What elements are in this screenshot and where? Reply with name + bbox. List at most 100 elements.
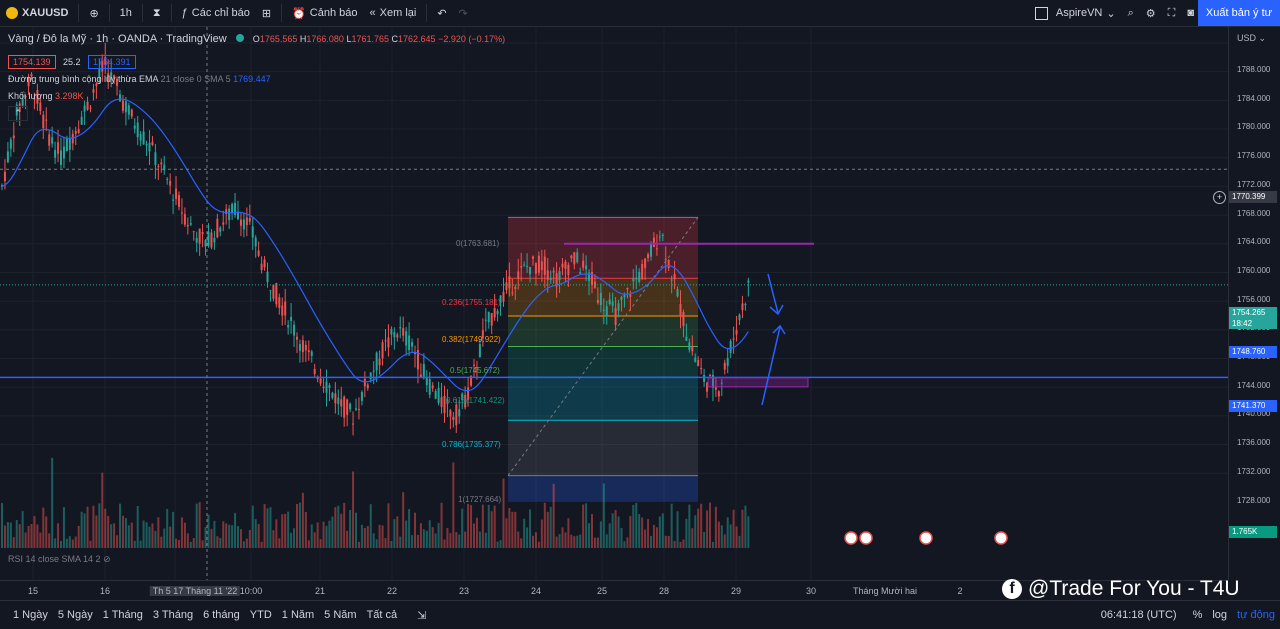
- price-tick: 1740.000: [1237, 409, 1271, 419]
- indicators-icon: ƒ: [181, 7, 188, 19]
- date-range-icon[interactable]: ⇲: [417, 609, 427, 622]
- candle-body: [437, 388, 440, 403]
- add-alert-icon[interactable]: +: [1213, 191, 1226, 204]
- volume-legend[interactable]: Khối lượng 3.298K: [8, 91, 84, 101]
- candle-body: [375, 352, 378, 371]
- price-tick: 1760.000: [1237, 265, 1271, 275]
- volume-bar: [207, 514, 210, 548]
- volume-bar: [124, 518, 127, 548]
- volume-bar: [741, 509, 744, 548]
- candle-body: [51, 137, 54, 144]
- candle-body: [372, 370, 375, 372]
- redo-icon[interactable]: ↷: [458, 7, 468, 20]
- time-axis[interactable]: 15 16 Th 5 17 Tháng 11 '22 10:00 21 22 23 24 25 2…: [0, 580, 1228, 601]
- candle-body: [234, 202, 237, 215]
- volume-bar: [36, 524, 39, 548]
- volume-bar: [552, 483, 555, 548]
- candle-style-icon[interactable]: ⧗: [152, 6, 161, 19]
- indicators-button[interactable]: ƒ Các chỉ báo: [176, 0, 256, 26]
- ema-price-tag: 1748.760: [1229, 346, 1277, 358]
- last-price-tag: 1754.265 18:42: [1229, 307, 1277, 329]
- candle-body: [263, 259, 266, 268]
- bid-box[interactable]: 1754.139: [8, 55, 56, 69]
- volume-bar: [484, 532, 487, 548]
- clock[interactable]: 06:41:18 (UTC): [1100, 609, 1177, 621]
- search-icon[interactable]: ⌕: [1127, 6, 1134, 19]
- range-button[interactable]: 1 Năm: [281, 609, 315, 621]
- currency-label[interactable]: USD ⌄: [1237, 33, 1267, 43]
- volume-bar: [248, 529, 251, 548]
- volume-bar: [77, 525, 80, 548]
- volume-bar: [334, 507, 337, 548]
- volume-bar: [242, 541, 245, 548]
- price-chart[interactable]: [0, 27, 1228, 580]
- range-button[interactable]: YTD: [249, 609, 272, 621]
- range-button[interactable]: 1 Ngày: [13, 609, 48, 621]
- candle-body: [166, 178, 169, 180]
- time-tick: Tháng Mười hai: [853, 586, 917, 596]
- undo-icon[interactable]: ↶: [437, 7, 447, 20]
- divider: [78, 4, 80, 22]
- symbol-label: XAUUSD: [22, 7, 69, 19]
- candle-body: [461, 393, 464, 400]
- range-button[interactable]: 3 Tháng: [152, 609, 194, 621]
- ask-box[interactable]: 1754.391: [87, 55, 136, 69]
- bottom-right: 06:41:18 (UTC) % log tự động: [1096, 609, 1280, 621]
- log-toggle[interactable]: log: [1212, 609, 1228, 621]
- alerts-button[interactable]: ⏰ Cảnh báo: [286, 0, 363, 26]
- account-button[interactable]: AspireVN ⌄: [1029, 0, 1122, 26]
- layouts-icon[interactable]: ⊞: [261, 7, 272, 20]
- volume-bar: [638, 514, 641, 548]
- camera-icon[interactable]: ◙: [1187, 7, 1194, 19]
- gear-icon[interactable]: ⚙: [1145, 7, 1156, 20]
- candle-body: [6, 151, 9, 163]
- chart-area[interactable]: [0, 27, 1228, 580]
- candle-body: [189, 223, 192, 225]
- range-button[interactable]: 5 Năm: [324, 609, 357, 621]
- compare-add-icon[interactable]: ⊕: [89, 7, 99, 20]
- candle-body: [136, 122, 139, 138]
- volume-bar: [502, 478, 505, 548]
- candle-body: [685, 336, 688, 341]
- arrow-down-line: [767, 273, 779, 314]
- range-button[interactable]: 1 Tháng: [102, 609, 143, 621]
- volume-bar: [12, 537, 15, 548]
- range-button[interactable]: 6 tháng: [203, 609, 240, 621]
- volume-bar: [180, 517, 183, 548]
- fullscreen-icon[interactable]: ⛶: [1167, 6, 1176, 19]
- volume-bar: [9, 522, 12, 548]
- candle-body: [434, 391, 437, 399]
- price-axis[interactable]: USD ⌄ 1788.000 1784.000 1780.000 1776.000 17…: [1228, 27, 1280, 580]
- volume-bar: [558, 534, 561, 548]
- volume-bar: [599, 521, 602, 548]
- candle-body: [18, 103, 21, 112]
- ema-legend[interactable]: Đường trung bình cộng lũy thừa EMA 21 cl…: [8, 74, 271, 84]
- publish-button[interactable]: Xuất bản ý tư: [1197, 0, 1280, 26]
- checkbox-icon: [1034, 6, 1048, 20]
- range-button[interactable]: Tất cả: [366, 609, 398, 621]
- volume-bar: [481, 504, 484, 548]
- rsi-legend[interactable]: RSI 14 close SMA 14 2 ⊘: [8, 554, 111, 565]
- replay-button[interactable]: « Xem lại: [364, 0, 423, 26]
- auto-toggle[interactable]: tự động: [1237, 609, 1275, 621]
- volume-bar: [257, 524, 260, 548]
- rsi-label: RSI 14 close SMA 14 2: [8, 554, 101, 564]
- volume-bar: [629, 515, 632, 548]
- candle-body: [124, 101, 127, 113]
- candle-body: [239, 219, 242, 226]
- eye-hidden-icon[interactable]: ⊘: [103, 554, 111, 564]
- volume-bar: [667, 536, 670, 548]
- interval-button[interactable]: 1h: [119, 7, 132, 19]
- percent-toggle[interactable]: %: [1192, 609, 1203, 621]
- volume-bar: [166, 508, 169, 548]
- volume-bar: [237, 526, 239, 548]
- volume-bar: [154, 530, 157, 548]
- candle-body: [290, 316, 293, 321]
- demand-zone: [707, 377, 809, 388]
- volume-bar: [216, 536, 219, 548]
- symbol-button[interactable]: XAUUSD: [0, 0, 74, 26]
- range-button[interactable]: 5 Ngày: [57, 609, 93, 621]
- collapse-legend-icon[interactable]: ⌃: [8, 106, 28, 121]
- candle-body: [629, 294, 632, 297]
- volume-bar: [80, 511, 83, 548]
